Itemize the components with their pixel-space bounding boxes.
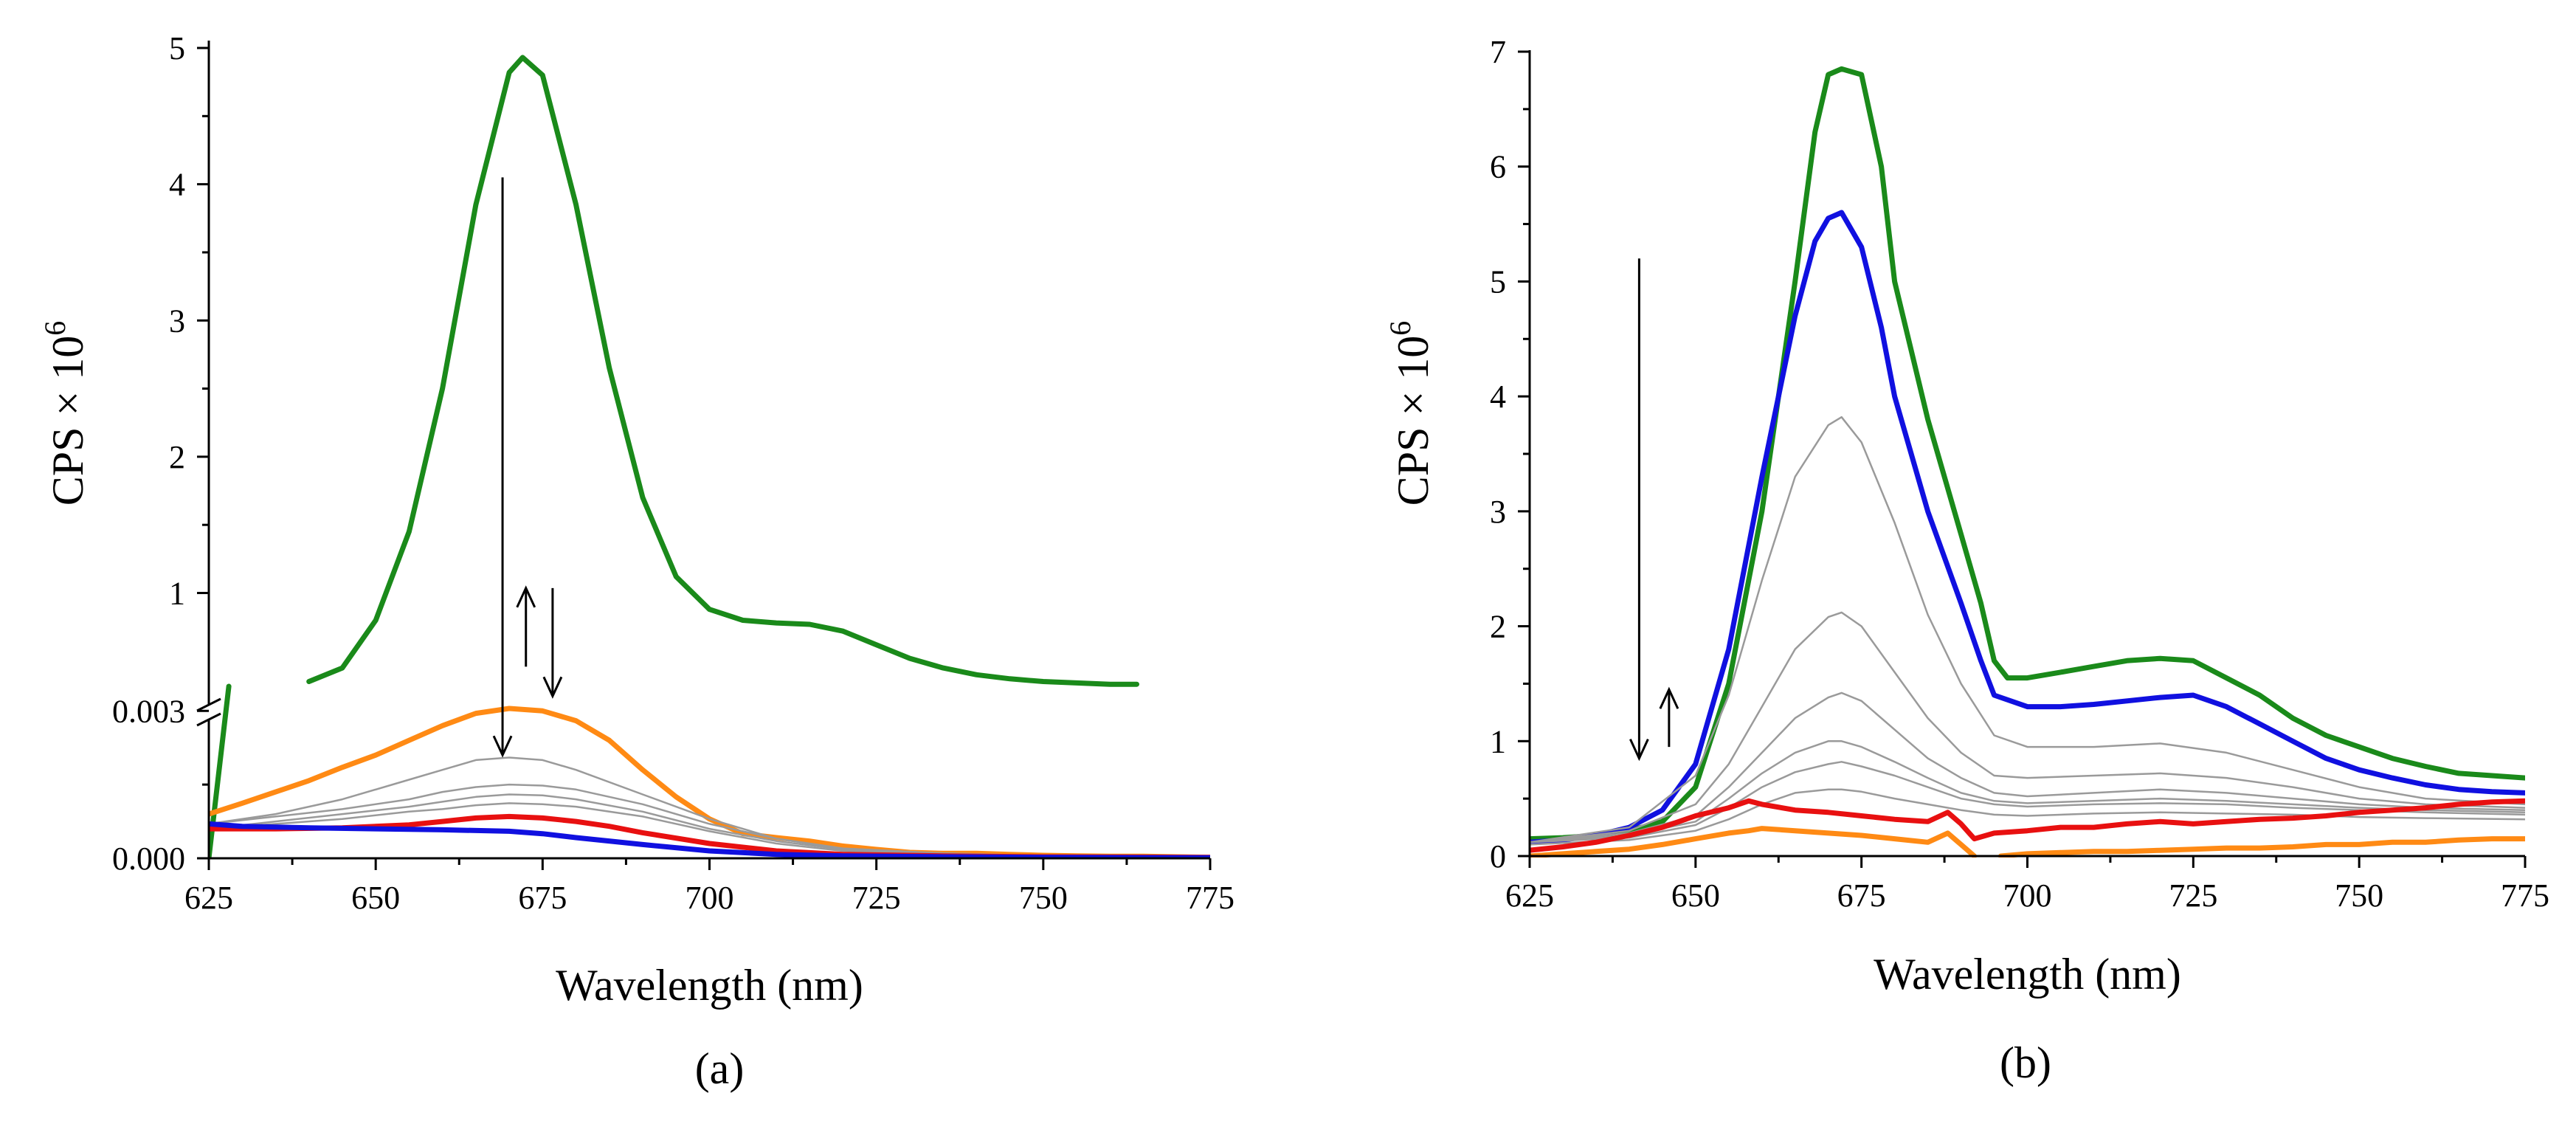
y-tick-label: 7 (1490, 34, 1506, 70)
x-tick-label: 775 (1186, 880, 1235, 916)
series-line-green-0 (306, 55, 1139, 687)
x-tick-label: 700 (686, 880, 734, 916)
y-tick-label: 4 (1490, 379, 1506, 415)
x-axis-title: Wavelength (nm) (1874, 950, 2181, 998)
x-tick-label: 675 (518, 880, 567, 916)
series-line-gray-7 (1530, 788, 2525, 846)
arrow-down-head (542, 676, 563, 699)
x-tick-label: 625 (1505, 877, 1554, 914)
series-line-orange-10 (1998, 836, 2525, 858)
y-axis-title: CPS × 106 (38, 321, 92, 506)
series-line-gray-5 (209, 793, 1210, 858)
y-tick-label: 3 (1490, 494, 1506, 530)
x-tick-label: 650 (351, 880, 400, 916)
y-tick-label: 5 (169, 30, 185, 66)
series-line-gray-3 (1530, 611, 2525, 844)
chart-panel-b: 0 1 2 3 4 5 6 7 625 650 675 700 725 750 775 Wavelength … (1384, 34, 2549, 1087)
axis-break-mark (196, 712, 221, 727)
x-tick-label: 650 (1671, 877, 1720, 914)
x-tick-label: 700 (2003, 877, 2052, 914)
x-tick-label: 775 (2501, 877, 2549, 914)
panel-label-a: (a) (695, 1044, 745, 1093)
y-tick-label: 0 (1490, 838, 1506, 875)
arrow-down-head (492, 735, 513, 758)
panel-label-b: (b) (2000, 1038, 2051, 1087)
arrow-up-head (516, 585, 536, 608)
panel-a-series-group (209, 55, 1210, 858)
y-tick-label: 5 (1490, 263, 1506, 300)
y-axis-title-superscript: 6 (38, 321, 72, 336)
y-tick-label: 0.003 (112, 693, 185, 729)
series-line-orange-2 (209, 706, 1210, 858)
y-tick-label: 3 (169, 303, 185, 339)
y-tick-label: 0.000 (112, 841, 185, 877)
y-tick-label: 2 (169, 439, 185, 475)
y-tick-label: 4 (169, 167, 185, 203)
y-axis-title-superscript: 6 (1384, 321, 1417, 336)
x-tick-label: 725 (2169, 877, 2217, 914)
y-tick-label: 1 (1490, 723, 1506, 759)
series-line-green-1 (209, 683, 232, 858)
x-axis-title: Wavelength (nm) (556, 961, 863, 1010)
series-line-gray-6 (1530, 761, 2525, 844)
x-tick-label: 625 (184, 880, 233, 916)
axis-break-mark (196, 697, 221, 712)
x-tick-label: 750 (2335, 877, 2383, 914)
arrow-up-head (1659, 686, 1679, 709)
y-tick-label: 1 (169, 576, 185, 612)
series-line-gray-5 (1530, 740, 2525, 844)
chart-panel-a: 1 2 3 4 5 0.000 0.003 625 650 675 700 725 750 775 Wave… (38, 30, 1235, 1093)
series-line-orange-9 (1530, 826, 1978, 858)
series-line-blue-8 (209, 821, 1210, 858)
series-line-green-0 (1530, 66, 2525, 842)
panel-b-series-group (1530, 66, 2525, 858)
series-line-blue-1 (1530, 210, 2525, 845)
y-axis-title: CPS × 106 (1384, 321, 1437, 506)
series-line-gray-2 (1530, 415, 2525, 844)
series-line-red-8 (1530, 798, 2525, 853)
x-tick-label: 750 (1019, 880, 1068, 916)
y-tick-label: 2 (1490, 609, 1506, 645)
y-tick-label: 6 (1490, 149, 1506, 185)
x-tick-label: 725 (852, 880, 901, 916)
series-line-gray-4 (1530, 691, 2525, 844)
arrow-down-head (1629, 739, 1649, 762)
x-tick-label: 675 (1837, 877, 1886, 914)
